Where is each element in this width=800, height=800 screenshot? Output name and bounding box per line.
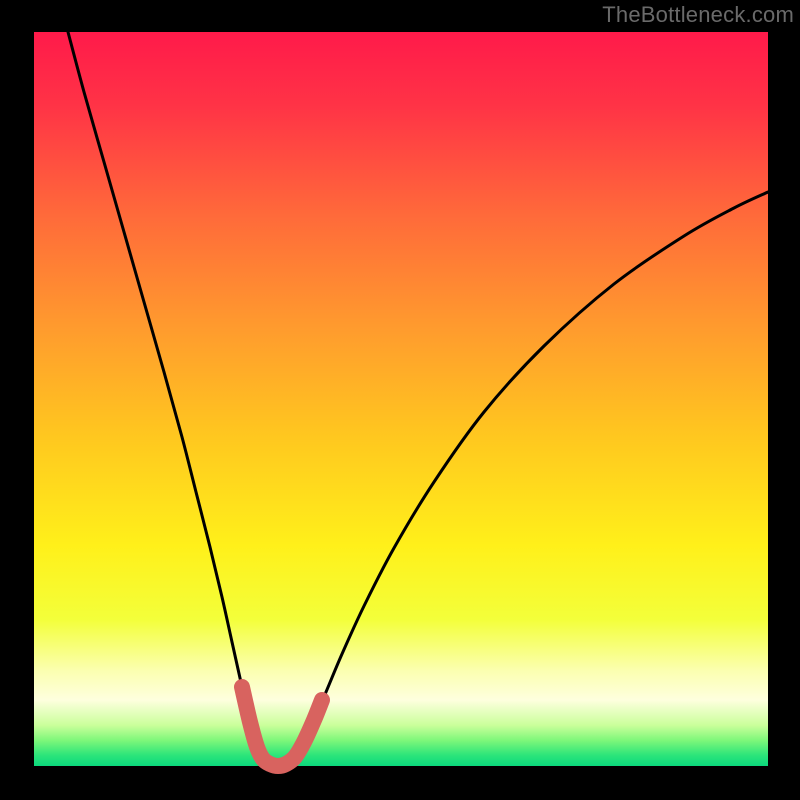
bottleneck-curve — [68, 32, 768, 766]
chart-stage: TheBottleneck.com — [0, 0, 800, 800]
curve-layer — [34, 32, 768, 766]
plot-area — [34, 32, 768, 766]
watermark-text: TheBottleneck.com — [602, 2, 794, 28]
bottleneck-curve-highlight — [242, 687, 322, 766]
